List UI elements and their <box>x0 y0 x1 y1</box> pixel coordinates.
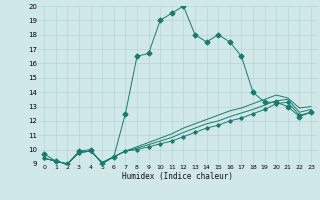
X-axis label: Humidex (Indice chaleur): Humidex (Indice chaleur) <box>122 172 233 181</box>
